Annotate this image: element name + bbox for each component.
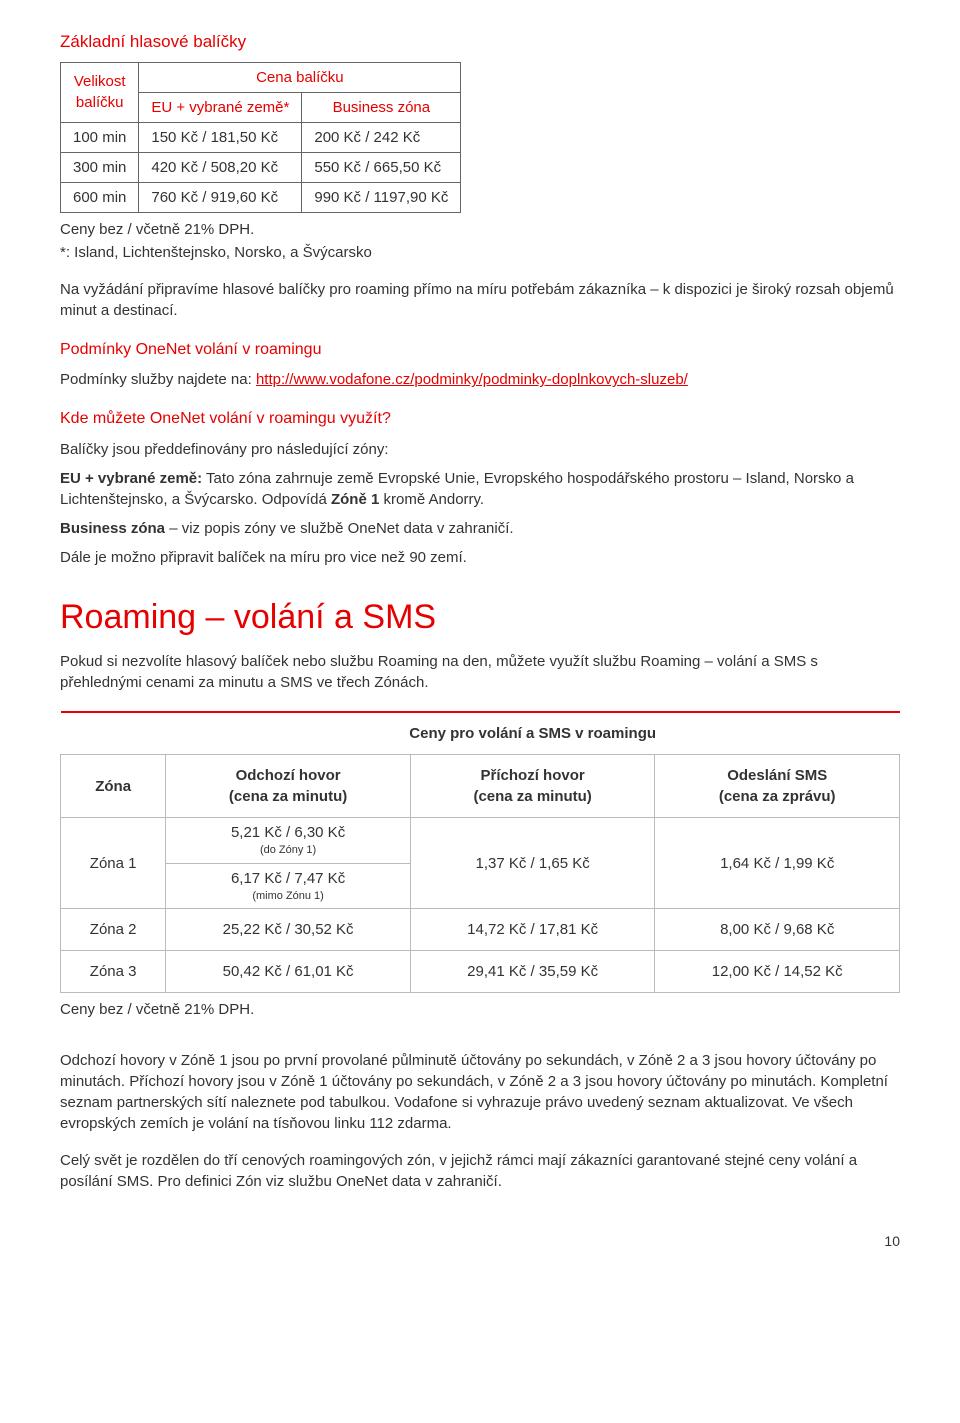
cell-zona: Zóna 2 <box>61 908 166 950</box>
cell-eu: 420 Kč / 508,20 Kč <box>139 152 302 182</box>
hlas-price-header: Cena balíčku <box>139 62 461 92</box>
table-row: 600 min 760 Kč / 919,60 Kč 990 Kč / 1197… <box>61 182 461 212</box>
table-row: Zóna 2 25,22 Kč / 30,52 Kč 14,72 Kč / 17… <box>61 908 900 950</box>
podminky-prefix: Podmínky služby najdete na: <box>60 371 256 388</box>
hlas-col2-header: EU + vybrané země* <box>139 92 302 122</box>
para-vyzadani: Na vyžádání připravíme hlasové balíčky p… <box>60 279 900 321</box>
kde-p4: Dále je možno připravit balíček na míru … <box>60 547 900 568</box>
roam-blank <box>61 712 166 755</box>
cell-out: 50,42 Kč / 61,01 Kč <box>166 950 411 992</box>
podminky-text: Podmínky služby najdete na: http://www.v… <box>60 369 900 390</box>
cell-size: 100 min <box>61 122 139 152</box>
table-row: 100 min 150 Kč / 181,50 Kč 200 Kč / 242 … <box>61 122 461 152</box>
cell-eu: 760 Kč / 919,60 Kč <box>139 182 302 212</box>
roam-h-out-l1: Odchozí hovor <box>236 767 341 784</box>
roam-h-sms: Odeslání SMS (cena za zprávu) <box>655 755 900 818</box>
cell-sms: 8,00 Kč / 9,68 Kč <box>655 908 900 950</box>
roam-title: Ceny pro volání a SMS v roamingu <box>166 712 900 755</box>
cell-sms: 12,00 Kč / 14,52 Kč <box>655 950 900 992</box>
roam-h-zona: Zóna <box>61 755 166 818</box>
cell-in: 1,37 Kč / 1,65 Kč <box>410 818 655 909</box>
kde-p3: Business zóna – viz popis zóny ve službě… <box>60 518 900 539</box>
roam-h-sms-l2: (cena za zprávu) <box>719 788 836 805</box>
hlas-col1-header: Velikost balíčku <box>61 62 139 122</box>
table-row: Zóna 1 5,21 Kč / 6,30 Kč (do Zóny 1) 6,1… <box>61 818 900 909</box>
z1-out-b-note: (mimo Zónu 1) <box>174 889 402 904</box>
cell-eu: 150 Kč / 181,50 Kč <box>139 122 302 152</box>
cell-in: 29,41 Kč / 35,59 Kč <box>410 950 655 992</box>
z1-out-b: 6,17 Kč / 7,47 Kč <box>231 870 345 887</box>
cell-biz: 990 Kč / 1197,90 Kč <box>302 182 461 212</box>
kde-p3-rest: – viz popis zóny ve službě OneNet data v… <box>165 520 514 537</box>
kde-p2-bold2: Zóně 1 <box>331 491 379 508</box>
hlas-table: Velikost balíčku Cena balíčku EU + vybra… <box>60 62 461 213</box>
cell-out: 25,22 Kč / 30,52 Kč <box>166 908 411 950</box>
table-row: 300 min 420 Kč / 508,20 Kč 550 Kč / 665,… <box>61 152 461 182</box>
hlas-col3-header: Business zóna <box>302 92 461 122</box>
cell-sms: 1,64 Kč / 1,99 Kč <box>655 818 900 909</box>
roam-h-in-l1: Příchozí hovor <box>481 767 585 784</box>
footer-p2: Celý svět je rozdělen do tří cenových ro… <box>60 1150 900 1192</box>
roam-h-sms-l1: Odeslání SMS <box>727 767 827 784</box>
cell-size: 600 min <box>61 182 139 212</box>
footer-p1: Odchozí hovory v Zóně 1 jsou po první pr… <box>60 1050 900 1134</box>
kde-p3-bold: Business zóna <box>60 520 165 537</box>
podminky-link[interactable]: http://www.vodafone.cz/podminky/podminky… <box>256 371 688 388</box>
hlas-footer1: Ceny bez / včetně 21% DPH. <box>60 219 900 240</box>
cell-zona: Zóna 3 <box>61 950 166 992</box>
page-number: 10 <box>60 1232 900 1252</box>
kde-p2: EU + vybrané země: Tato zóna zahrnuje ze… <box>60 468 900 510</box>
table-row: Zóna 3 50,42 Kč / 61,01 Kč 29,41 Kč / 35… <box>61 950 900 992</box>
big-para: Pokud si nezvolíte hlasový balíček nebo … <box>60 651 900 693</box>
kde-p2-tail: kromě Andorry. <box>379 491 484 508</box>
roam-footer: Ceny bez / včetně 21% DPH. <box>60 999 900 1020</box>
podminky-title: Podmínky OneNet volání v roamingu <box>60 339 900 361</box>
roam-h-in-l2: (cena za minutu) <box>473 788 591 805</box>
kde-p1: Balíčky jsou předdefinovány pro následuj… <box>60 439 900 460</box>
hlas-table-title: Základní hlasové balíčky <box>60 30 900 54</box>
kde-title: Kde můžete OneNet volání v roamingu využ… <box>60 408 900 430</box>
hlas-col1-l2: balíčku <box>76 94 124 111</box>
kde-p2-bold: EU + vybrané země: <box>60 470 202 487</box>
roam-h-out: Odchozí hovor (cena za minutu) <box>166 755 411 818</box>
hlas-col1-l1: Velikost <box>74 73 126 90</box>
roam-h-in: Příchozí hovor (cena za minutu) <box>410 755 655 818</box>
big-title: Roaming – volání a SMS <box>60 594 900 642</box>
z1-out-a: 5,21 Kč / 6,30 Kč <box>231 824 345 841</box>
z1-out-a-note: (do Zóny 1) <box>174 843 402 858</box>
cell-size: 300 min <box>61 152 139 182</box>
cell-in: 14,72 Kč / 17,81 Kč <box>410 908 655 950</box>
hlas-footer2: *: Island, Lichtenštejnsko, Norsko, a Šv… <box>60 242 900 263</box>
roam-table: Ceny pro volání a SMS v roamingu Zóna Od… <box>60 711 900 993</box>
cell-out-split: 5,21 Kč / 6,30 Kč (do Zóny 1) 6,17 Kč / … <box>166 818 411 909</box>
cell-zona: Zóna 1 <box>61 818 166 909</box>
cell-biz: 550 Kč / 665,50 Kč <box>302 152 461 182</box>
roam-h-out-l2: (cena za minutu) <box>229 788 347 805</box>
cell-biz: 200 Kč / 242 Kč <box>302 122 461 152</box>
